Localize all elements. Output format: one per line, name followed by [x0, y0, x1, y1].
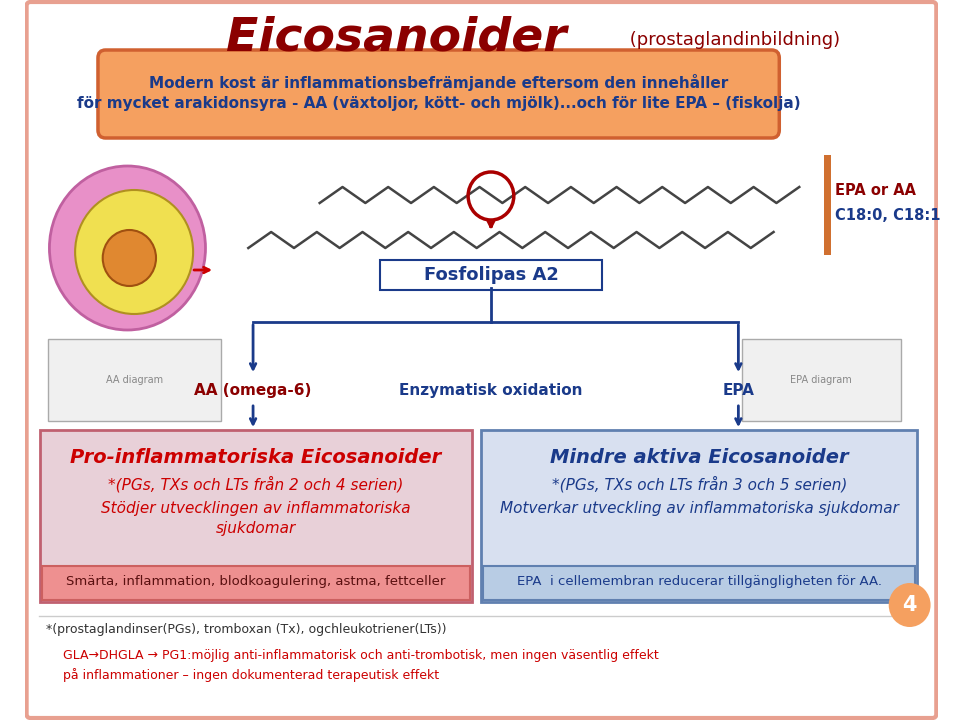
Text: C18:0, C18:1: C18:0, C18:1 — [835, 207, 941, 222]
Bar — [824, 155, 830, 255]
Text: EPA  i cellemembran reducerar tillgängligheten för AA.: EPA i cellemembran reducerar tillgänglig… — [516, 575, 882, 588]
Text: Stödjer utvecklingen av inflammatoriska: Stödjer utvecklingen av inflammatoriska — [101, 500, 411, 516]
FancyBboxPatch shape — [40, 430, 472, 602]
Text: Modern kost är inflammationsbefrämjande eftersom den innehåller: Modern kost är inflammationsbefrämjande … — [149, 73, 729, 91]
Text: Pro-inflammatoriska Eicosanoider: Pro-inflammatoriska Eicosanoider — [70, 448, 442, 467]
Text: på inflammationer – ingen dokumenterad terapeutisk effekt: på inflammationer – ingen dokumenterad t… — [62, 668, 439, 682]
Circle shape — [103, 230, 156, 286]
Text: Enzymatisk oxidation: Enzymatisk oxidation — [399, 382, 583, 397]
Text: *(prostaglandinser(PGs), tromboxan (Tx), ogchleukotriener(LTs)): *(prostaglandinser(PGs), tromboxan (Tx),… — [46, 624, 446, 636]
Text: EPA diagram: EPA diagram — [790, 375, 852, 385]
Text: sjukdomar: sjukdomar — [216, 521, 296, 536]
Text: Mindre aktiva Eicosanoider: Mindre aktiva Eicosanoider — [550, 448, 849, 467]
Text: GLA→DHGLA → PG1:möjlig anti-inflammatorisk och anti-trombotisk, men ingen väsent: GLA→DHGLA → PG1:möjlig anti-inflammatori… — [62, 649, 659, 662]
Circle shape — [75, 190, 193, 314]
Text: Fosfolipas A2: Fosfolipas A2 — [423, 266, 559, 284]
FancyBboxPatch shape — [27, 2, 936, 718]
Text: Motverkar utveckling av inflammatoriska sjukdomar: Motverkar utveckling av inflammatoriska … — [500, 500, 899, 516]
Text: EPA: EPA — [723, 382, 755, 397]
Text: 4: 4 — [902, 595, 917, 615]
Text: *(PGs, TXs och LTs från 3 och 5 serien): *(PGs, TXs och LTs från 3 och 5 serien) — [552, 476, 847, 492]
Text: EPA or AA: EPA or AA — [835, 182, 917, 197]
FancyBboxPatch shape — [48, 339, 221, 421]
Text: AA (omega-6): AA (omega-6) — [194, 382, 312, 397]
Text: AA diagram: AA diagram — [106, 375, 162, 385]
FancyBboxPatch shape — [742, 339, 901, 421]
FancyBboxPatch shape — [483, 566, 916, 600]
FancyBboxPatch shape — [482, 430, 917, 602]
FancyBboxPatch shape — [98, 50, 780, 138]
Text: för mycket arakidonsyra - AA (växtoljor, kött- och mjölk)...och för lite EPA – (: för mycket arakidonsyra - AA (växtoljor,… — [77, 96, 801, 110]
Circle shape — [49, 166, 205, 330]
Text: Smärta, inflammation, blodkoagulering, astma, fettceller: Smärta, inflammation, blodkoagulering, a… — [66, 575, 445, 588]
Text: *(PGs, TXs och LTs från 2 och 4 serien): *(PGs, TXs och LTs från 2 och 4 serien) — [108, 476, 403, 492]
FancyBboxPatch shape — [379, 260, 602, 290]
Text: Eicosanoider: Eicosanoider — [226, 16, 566, 60]
FancyBboxPatch shape — [42, 566, 470, 600]
Circle shape — [889, 583, 930, 627]
Text: (prostaglandinbildning): (prostaglandinbildning) — [624, 31, 840, 49]
